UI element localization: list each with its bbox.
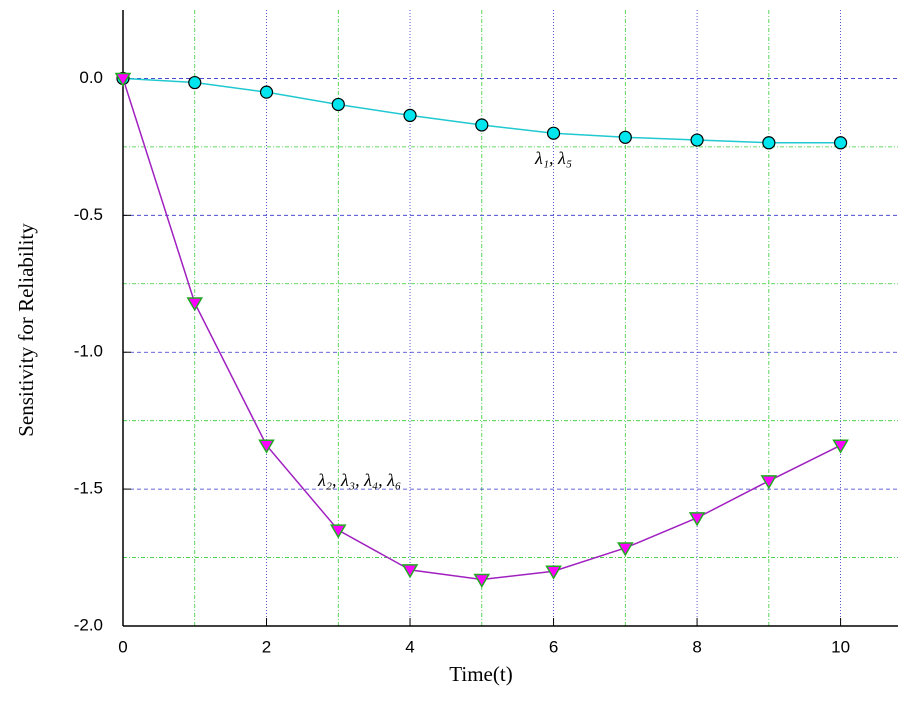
series-annotation: λ₁, λ₅ bbox=[534, 148, 572, 168]
marker bbox=[832, 439, 849, 454]
marker bbox=[259, 85, 274, 99]
marker bbox=[114, 72, 132, 87]
marker bbox=[760, 475, 778, 490]
x-tick-label: 10 bbox=[831, 637, 850, 656]
marker bbox=[473, 573, 491, 588]
y-tick-label: -1.5 bbox=[74, 479, 103, 498]
marker bbox=[833, 136, 848, 150]
y-tick-label: -1.0 bbox=[74, 342, 103, 361]
y-axis-label: Sensitivity for Reliability bbox=[14, 223, 38, 437]
y-tick-label: 0.0 bbox=[79, 68, 103, 87]
marker bbox=[331, 97, 345, 112]
marker bbox=[475, 118, 489, 132]
series-annotation: λ₂, λ₃, λ₄, λ₆ bbox=[317, 470, 401, 490]
marker bbox=[690, 133, 704, 147]
x-tick-label: 6 bbox=[549, 637, 558, 656]
y-tick-label: -2.0 bbox=[74, 615, 103, 634]
x-tick-label: 4 bbox=[405, 637, 414, 656]
marker bbox=[546, 126, 561, 140]
marker bbox=[762, 136, 776, 150]
marker bbox=[545, 565, 562, 580]
marker bbox=[329, 524, 347, 539]
marker bbox=[258, 439, 275, 454]
x-tick-label: 2 bbox=[262, 637, 271, 656]
x-tick-label: 0 bbox=[118, 637, 127, 656]
marker bbox=[186, 297, 204, 312]
marker bbox=[401, 564, 419, 579]
x-tick-label: 8 bbox=[692, 637, 701, 656]
marker bbox=[403, 108, 417, 123]
x-axis-label: Time(t) bbox=[449, 662, 512, 686]
y-tick-label: -0.5 bbox=[74, 205, 103, 224]
marker bbox=[617, 542, 634, 557]
marker bbox=[688, 512, 706, 527]
marker bbox=[188, 75, 202, 90]
marker bbox=[618, 130, 632, 144]
